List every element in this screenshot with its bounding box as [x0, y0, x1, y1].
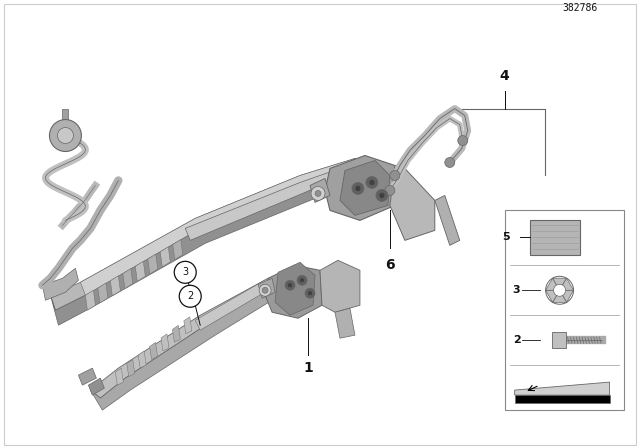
Text: 6: 6 — [385, 258, 395, 272]
Polygon shape — [552, 278, 566, 290]
Polygon shape — [340, 160, 390, 215]
Circle shape — [259, 284, 271, 296]
Text: 3: 3 — [513, 285, 520, 295]
Circle shape — [379, 193, 385, 198]
Polygon shape — [546, 290, 559, 302]
Text: 382786: 382786 — [562, 3, 597, 13]
Polygon shape — [90, 282, 285, 410]
Circle shape — [385, 185, 395, 195]
Polygon shape — [185, 159, 365, 241]
Polygon shape — [184, 317, 192, 334]
Text: 5: 5 — [502, 233, 509, 242]
Polygon shape — [195, 278, 280, 330]
Polygon shape — [515, 395, 609, 403]
Polygon shape — [98, 283, 108, 303]
Polygon shape — [127, 360, 135, 377]
Polygon shape — [135, 261, 145, 281]
Polygon shape — [515, 382, 609, 395]
Circle shape — [366, 177, 378, 189]
Polygon shape — [110, 276, 120, 296]
Circle shape — [352, 182, 364, 194]
Polygon shape — [546, 278, 559, 290]
Circle shape — [300, 278, 305, 283]
Polygon shape — [79, 368, 97, 385]
Polygon shape — [320, 260, 360, 312]
Polygon shape — [552, 332, 566, 348]
Circle shape — [458, 136, 468, 146]
Circle shape — [315, 190, 321, 196]
Text: 3: 3 — [182, 267, 188, 277]
Polygon shape — [173, 240, 183, 259]
FancyBboxPatch shape — [530, 220, 580, 255]
Polygon shape — [160, 247, 170, 267]
Circle shape — [554, 284, 566, 296]
Circle shape — [376, 190, 388, 202]
Circle shape — [179, 285, 201, 307]
Polygon shape — [435, 195, 460, 246]
Circle shape — [174, 261, 196, 283]
Circle shape — [262, 287, 268, 293]
Circle shape — [355, 185, 361, 191]
Polygon shape — [90, 278, 280, 398]
Polygon shape — [390, 165, 435, 241]
Polygon shape — [123, 268, 133, 289]
Circle shape — [305, 288, 315, 298]
Polygon shape — [42, 268, 79, 300]
Circle shape — [285, 280, 295, 290]
Polygon shape — [275, 263, 315, 315]
Polygon shape — [148, 254, 158, 274]
Polygon shape — [258, 278, 275, 298]
Circle shape — [287, 283, 292, 288]
Polygon shape — [559, 278, 573, 290]
Polygon shape — [51, 163, 370, 325]
Polygon shape — [559, 290, 573, 302]
Polygon shape — [265, 265, 322, 318]
Polygon shape — [161, 334, 169, 351]
Circle shape — [445, 158, 455, 168]
Polygon shape — [325, 155, 395, 220]
Circle shape — [58, 128, 74, 143]
Circle shape — [49, 120, 81, 151]
Text: 4: 4 — [500, 69, 509, 82]
Polygon shape — [310, 178, 330, 202]
Polygon shape — [172, 325, 180, 342]
Polygon shape — [85, 290, 95, 310]
Text: 2: 2 — [513, 335, 520, 345]
Polygon shape — [552, 290, 566, 302]
Text: 2: 2 — [187, 291, 193, 301]
Circle shape — [311, 186, 325, 200]
Polygon shape — [115, 368, 124, 385]
Text: 1: 1 — [303, 361, 313, 375]
Polygon shape — [138, 351, 146, 368]
Polygon shape — [88, 378, 104, 395]
Circle shape — [308, 291, 312, 296]
Polygon shape — [335, 308, 355, 338]
Circle shape — [297, 275, 307, 285]
Circle shape — [369, 180, 375, 185]
Polygon shape — [81, 159, 365, 295]
Polygon shape — [150, 342, 157, 359]
Polygon shape — [63, 108, 68, 120]
Circle shape — [390, 171, 400, 181]
Polygon shape — [51, 159, 365, 310]
